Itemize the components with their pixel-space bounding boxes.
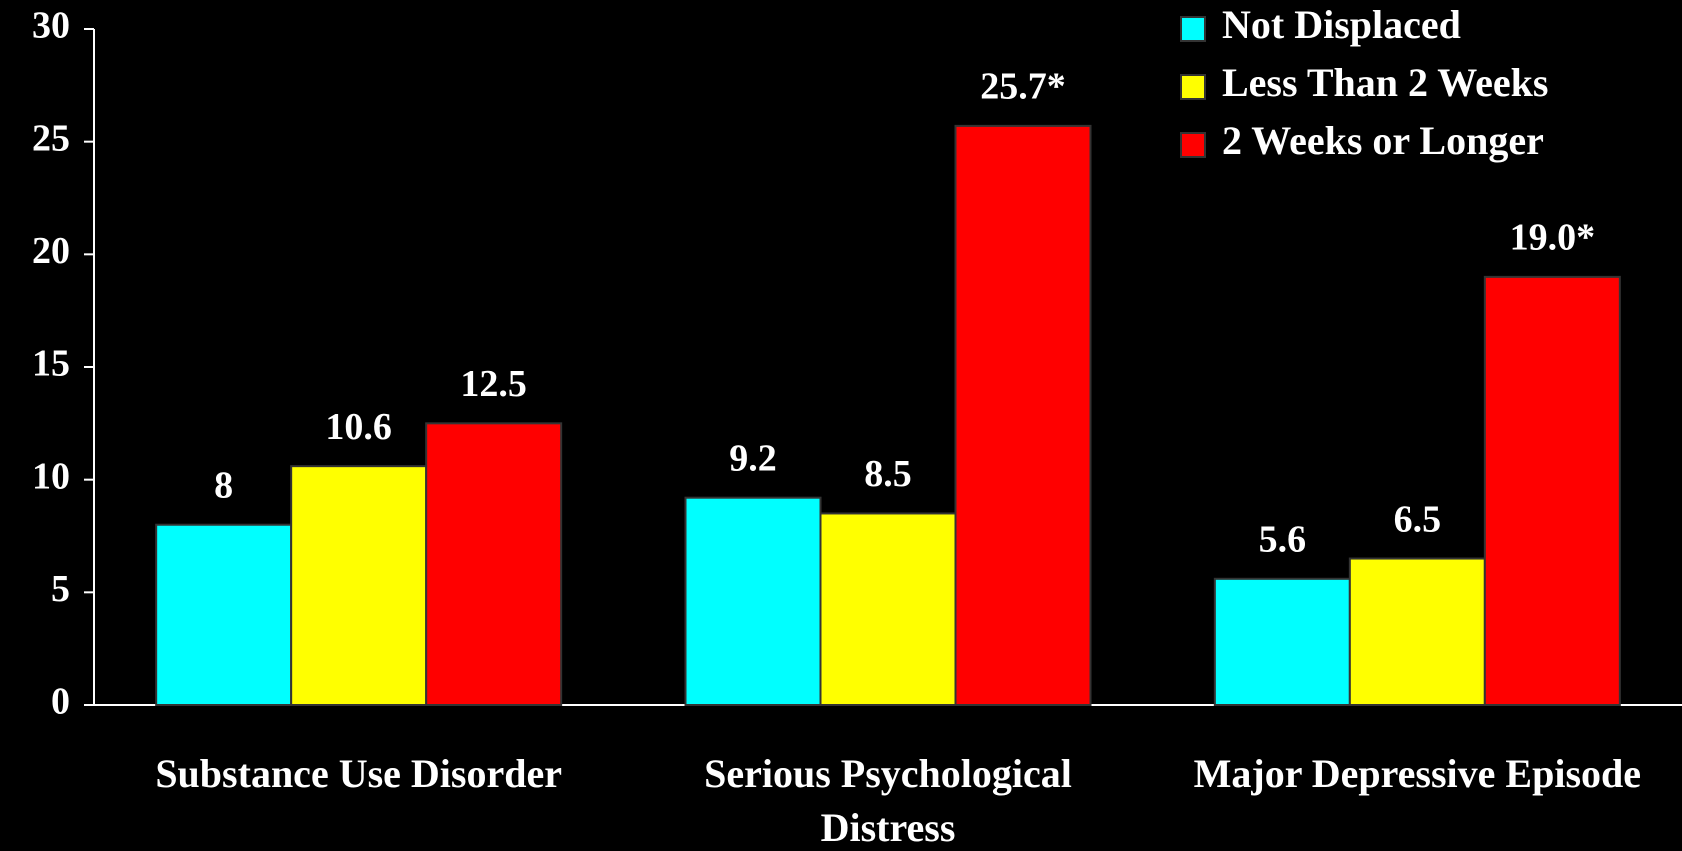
x-tick-label: Major Depressive Episode bbox=[1193, 751, 1642, 796]
legend-swatch bbox=[1180, 132, 1206, 158]
x-tick-label: Substance Use Disorder bbox=[155, 751, 562, 796]
y-tick-label: 15 bbox=[32, 343, 70, 385]
bar bbox=[684, 496, 822, 706]
value-label: 8.5 bbox=[864, 453, 912, 495]
value-label: 25.7* bbox=[980, 66, 1066, 108]
y-tick-label: 10 bbox=[32, 455, 70, 497]
x-tick-label: Serious Psychological Distress bbox=[704, 751, 1072, 850]
y-tick-label: 0 bbox=[51, 681, 70, 723]
value-label: 19.0* bbox=[1510, 217, 1596, 259]
value-label: 6.5 bbox=[1394, 498, 1442, 540]
bar bbox=[1483, 275, 1621, 706]
value-label: 10.6 bbox=[325, 406, 392, 448]
bar bbox=[1213, 577, 1351, 707]
bar bbox=[954, 124, 1092, 707]
legend-label: 2 Weeks or Longer bbox=[1222, 118, 1544, 163]
bar bbox=[290, 465, 428, 706]
legend-swatch bbox=[1180, 16, 1206, 42]
value-label: 9.2 bbox=[729, 437, 777, 479]
value-label: 12.5 bbox=[460, 363, 527, 405]
legend-label: Not Displaced bbox=[1222, 2, 1461, 47]
value-label: 8 bbox=[214, 464, 233, 506]
bar bbox=[425, 422, 563, 706]
y-tick-label: 25 bbox=[32, 117, 70, 159]
y-tick-label: 20 bbox=[32, 230, 70, 272]
value-label: 5.6 bbox=[1259, 519, 1307, 561]
bar bbox=[1348, 557, 1486, 706]
bar bbox=[155, 523, 293, 706]
y-tick-label: 30 bbox=[32, 5, 70, 47]
bar bbox=[819, 512, 957, 707]
legend-swatch bbox=[1180, 74, 1206, 100]
y-tick-label: 5 bbox=[51, 568, 70, 610]
legend-label: Less Than 2 Weeks bbox=[1222, 60, 1548, 105]
